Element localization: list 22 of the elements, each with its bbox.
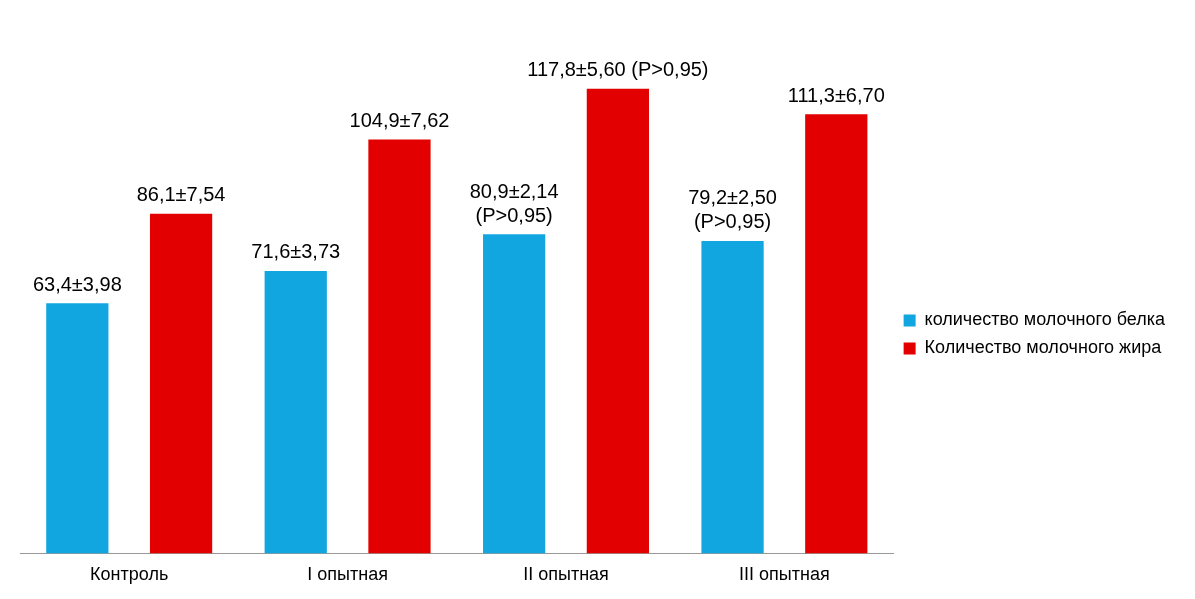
data-label: 117,8±5,60 (P>0,95) (527, 58, 709, 81)
bar (586, 88, 650, 554)
x-tick-label: III опытная (739, 564, 830, 585)
x-tick-label: II опытная (523, 564, 609, 585)
legend-label: количество молочного белка (924, 309, 1166, 330)
data-label: 63,4±3,98 (32, 272, 122, 295)
data-label: 80,9±2,14 (P>0,95) (469, 179, 559, 226)
bar (149, 213, 213, 554)
bar (264, 270, 327, 554)
data-label: 71,6±3,73 (251, 240, 341, 263)
bar (46, 303, 109, 554)
data-label: 111,3±6,70 (787, 83, 885, 106)
x-tick-label: Контроль (90, 564, 169, 585)
data-label: 86,1±7,54 (136, 183, 226, 206)
bar (701, 240, 764, 554)
legend-label: Количество молочного жира (924, 337, 1163, 358)
data-label: 79,2±2,50 (P>0,95) (688, 186, 777, 233)
bar (483, 234, 546, 554)
x-tick-label: I опытная (307, 564, 388, 585)
data-label: 104,9±7,62 (349, 109, 450, 132)
bar (368, 139, 431, 554)
bar (805, 114, 868, 554)
